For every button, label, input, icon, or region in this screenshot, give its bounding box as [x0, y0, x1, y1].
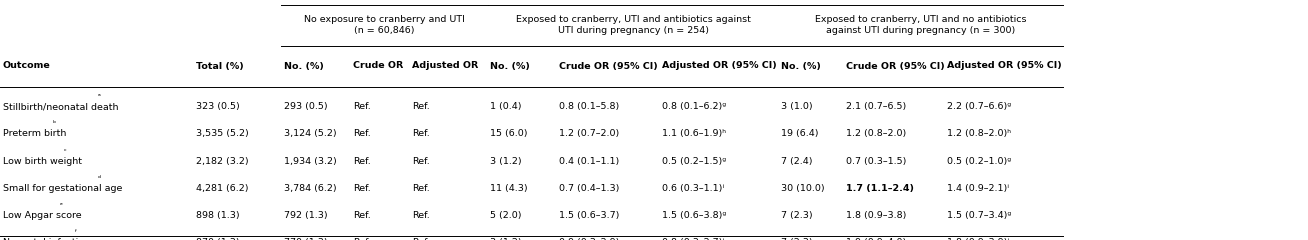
- Text: 0.5 (0.2–1.0)ᵍ: 0.5 (0.2–1.0)ᵍ: [947, 157, 1011, 166]
- Text: 1.7 (1.1–2.4): 1.7 (1.1–2.4): [846, 184, 914, 193]
- Text: No exposure to cranberry and UTI
(n = 60,846): No exposure to cranberry and UTI (n = 60…: [305, 15, 464, 36]
- Text: Ref.: Ref.: [353, 129, 371, 138]
- Text: Small for gestational age: Small for gestational age: [3, 184, 122, 193]
- Text: Exposed to cranberry, UTI and no antibiotics
against UTI during pregnancy (n = 3: Exposed to cranberry, UTI and no antibio…: [815, 15, 1027, 36]
- Text: 15 (6.0): 15 (6.0): [490, 129, 528, 138]
- Text: 323 (0.5): 323 (0.5): [196, 102, 239, 111]
- Text: 30 (10.0): 30 (10.0): [781, 184, 824, 193]
- Text: 1.4 (0.9–2.1)ⁱ: 1.4 (0.9–2.1)ⁱ: [947, 184, 1008, 193]
- Text: 898 (1.3): 898 (1.3): [196, 211, 239, 220]
- Text: 3,784 (6.2): 3,784 (6.2): [284, 184, 336, 193]
- Text: ᶜ: ᶜ: [64, 149, 67, 155]
- Text: 1 (0.4): 1 (0.4): [490, 102, 522, 111]
- Text: Ref.: Ref.: [353, 157, 371, 166]
- Text: Ref.: Ref.: [412, 184, 430, 193]
- Text: 1.5 (0.6–3.7): 1.5 (0.6–3.7): [559, 211, 619, 220]
- Text: Low birth weight: Low birth weight: [3, 157, 81, 166]
- Text: Adjusted OR: Adjusted OR: [412, 61, 479, 71]
- Text: 0.7 (0.4–1.3): 0.7 (0.4–1.3): [559, 184, 619, 193]
- Text: 1.5 (0.6–3.8)ᵍ: 1.5 (0.6–3.8)ᵍ: [662, 211, 726, 220]
- Text: Crude OR: Crude OR: [353, 61, 403, 71]
- Text: 7 (2.4): 7 (2.4): [781, 157, 812, 166]
- Text: 0.4 (0.1–1.1): 0.4 (0.1–1.1): [559, 157, 619, 166]
- Text: 3 (1.0): 3 (1.0): [781, 102, 812, 111]
- Text: 870 (1.3): 870 (1.3): [196, 238, 239, 240]
- Text: Outcome: Outcome: [3, 61, 51, 71]
- Text: Crude OR (95% CI): Crude OR (95% CI): [559, 61, 657, 71]
- Text: Adjusted OR (95% CI): Adjusted OR (95% CI): [947, 61, 1062, 71]
- Text: Low Apgar score: Low Apgar score: [3, 211, 81, 220]
- Text: 3,124 (5.2): 3,124 (5.2): [284, 129, 336, 138]
- Text: ᵉ: ᵉ: [60, 203, 63, 209]
- Text: ᵇ: ᵇ: [52, 121, 56, 127]
- Text: Stillbirth/neonatal death: Stillbirth/neonatal death: [3, 102, 118, 111]
- Text: Exposed to cranberry, UTI and antibiotics against
UTI during pregnancy (n = 254): Exposed to cranberry, UTI and antibiotic…: [515, 15, 751, 36]
- Text: 1.9 (0.9–4.0): 1.9 (0.9–4.0): [846, 238, 906, 240]
- Text: 770 (1.3): 770 (1.3): [284, 238, 327, 240]
- Text: Neonatal infections: Neonatal infections: [3, 238, 94, 240]
- Text: ᵈ: ᵈ: [97, 176, 101, 182]
- Text: 3 (1.2): 3 (1.2): [490, 238, 522, 240]
- Text: 3,535 (5.2): 3,535 (5.2): [196, 129, 249, 138]
- Text: 0.8 (0.1–5.8): 0.8 (0.1–5.8): [559, 102, 619, 111]
- Text: 0.6 (0.3–1.1)ⁱ: 0.6 (0.3–1.1)ⁱ: [662, 184, 723, 193]
- Text: 0.8 (0.3–2.7)ⁱ: 0.8 (0.3–2.7)ⁱ: [662, 238, 723, 240]
- Text: 1.2 (0.8–2.0): 1.2 (0.8–2.0): [846, 129, 906, 138]
- Text: Ref.: Ref.: [412, 238, 430, 240]
- Text: ᶠ: ᶠ: [75, 230, 77, 236]
- Text: 2.2 (0.7–6.6)ᵍ: 2.2 (0.7–6.6)ᵍ: [947, 102, 1011, 111]
- Text: Ref.: Ref.: [412, 102, 430, 111]
- Text: 1.2 (0.8–2.0)ʰ: 1.2 (0.8–2.0)ʰ: [947, 129, 1011, 138]
- Text: 2.1 (0.7–6.5): 2.1 (0.7–6.5): [846, 102, 906, 111]
- Text: Total (%): Total (%): [196, 61, 245, 71]
- Text: 4,281 (6.2): 4,281 (6.2): [196, 184, 249, 193]
- Text: 7 (2.3): 7 (2.3): [781, 238, 812, 240]
- Text: 3 (1.2): 3 (1.2): [490, 157, 522, 166]
- Text: No. (%): No. (%): [284, 61, 323, 71]
- Text: 1,934 (3.2): 1,934 (3.2): [284, 157, 336, 166]
- Text: Preterm birth: Preterm birth: [3, 129, 65, 138]
- Text: Ref.: Ref.: [353, 102, 371, 111]
- Text: 0.9 (0.3–2.9): 0.9 (0.3–2.9): [559, 238, 619, 240]
- Text: 1.1 (0.6–1.9)ʰ: 1.1 (0.6–1.9)ʰ: [662, 129, 726, 138]
- Text: 0.8 (0.1–6.2)ᵍ: 0.8 (0.1–6.2)ᵍ: [662, 102, 726, 111]
- Text: No. (%): No. (%): [781, 61, 820, 71]
- Text: 1.5 (0.7–3.4)ᵍ: 1.5 (0.7–3.4)ᵍ: [947, 211, 1011, 220]
- Text: 1.8 (0.9–3.9)ⁱ: 1.8 (0.9–3.9)ⁱ: [947, 238, 1008, 240]
- Text: Ref.: Ref.: [412, 211, 430, 220]
- Text: 19 (6.4): 19 (6.4): [781, 129, 819, 138]
- Text: 1.8 (0.9–3.8): 1.8 (0.9–3.8): [846, 211, 906, 220]
- Text: 11 (4.3): 11 (4.3): [490, 184, 528, 193]
- Text: Ref.: Ref.: [353, 211, 371, 220]
- Text: 0.5 (0.2–1.5)ᵍ: 0.5 (0.2–1.5)ᵍ: [662, 157, 726, 166]
- Text: Ref.: Ref.: [412, 157, 430, 166]
- Text: Adjusted OR (95% CI): Adjusted OR (95% CI): [662, 61, 777, 71]
- Text: 1.2 (0.7–2.0): 1.2 (0.7–2.0): [559, 129, 619, 138]
- Text: 0.7 (0.3–1.5): 0.7 (0.3–1.5): [846, 157, 906, 166]
- Text: 7 (2.3): 7 (2.3): [781, 211, 812, 220]
- Text: No. (%): No. (%): [490, 61, 530, 71]
- Text: 293 (0.5): 293 (0.5): [284, 102, 327, 111]
- Text: Ref.: Ref.: [353, 184, 371, 193]
- Text: 792 (1.3): 792 (1.3): [284, 211, 327, 220]
- Text: 5 (2.0): 5 (2.0): [490, 211, 522, 220]
- Text: Ref.: Ref.: [412, 129, 430, 138]
- Text: Crude OR (95% CI): Crude OR (95% CI): [846, 61, 944, 71]
- Text: Ref.: Ref.: [353, 238, 371, 240]
- Text: 2,182 (3.2): 2,182 (3.2): [196, 157, 249, 166]
- Text: ᵃ: ᵃ: [97, 94, 101, 100]
